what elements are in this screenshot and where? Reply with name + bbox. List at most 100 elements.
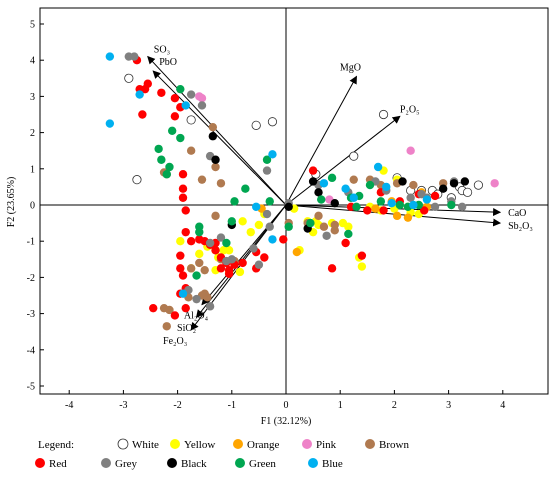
scatter-point-brown [208, 122, 218, 132]
scatter-point-brown [211, 162, 220, 172]
scatter-point-black [211, 155, 220, 164]
scatter-point-black [398, 177, 407, 186]
x-tick-label: 4 [500, 400, 505, 411]
loading-arrow [147, 55, 287, 206]
scatter-point-green [176, 133, 185, 143]
legend-label-red: Red [49, 458, 67, 470]
scatter-point-red [181, 303, 190, 313]
scatter-point-yellow [235, 267, 245, 277]
scatter-point-brown [319, 222, 329, 231]
scatter-point-grey [430, 202, 440, 212]
legend-label-pink: Pink [316, 439, 337, 451]
axes-layer [40, 8, 548, 394]
scatter-point-green [162, 170, 171, 179]
legend-label-grey: Grey [115, 458, 137, 470]
scatter-point-green [344, 229, 353, 239]
legend-marker-yellow [170, 439, 180, 449]
scatter-point-blue [409, 200, 418, 210]
scatter-point-blue [181, 101, 190, 110]
scatter-point-red [176, 264, 185, 273]
loading-label: CaO [508, 208, 526, 219]
scatter-point-white [186, 115, 196, 125]
scatter-point-brown [195, 258, 204, 268]
scatter-point-grey [186, 90, 196, 99]
loading-arrow [285, 75, 357, 206]
scatter-point-yellow [246, 227, 255, 237]
scatter-point-red [181, 227, 190, 237]
scatter-point-red [211, 246, 220, 255]
scatter-point-brown [216, 179, 226, 188]
scatter-point-red [308, 166, 318, 175]
scatter-point-red [363, 206, 372, 215]
scatter-point-red [260, 253, 269, 262]
scatter-point-orange [392, 211, 402, 221]
scatter-point-blue [422, 195, 432, 204]
scatter-point-brown [314, 211, 323, 221]
scatter-point-red [138, 110, 147, 119]
scatter-point-red [224, 269, 234, 278]
scatter-point-red [181, 206, 190, 215]
y-axis-title: F2 (23.65%) [6, 177, 17, 228]
scatter-point-brown [349, 175, 358, 184]
scatter-point-brown [186, 264, 196, 273]
scatter-point-red [279, 235, 288, 244]
scatter-point-yellow [195, 249, 204, 259]
scatter-point-green [352, 202, 361, 212]
scatter-point-white [267, 117, 278, 127]
scatter-point-green [192, 271, 201, 280]
scatter-point-blue [251, 202, 261, 212]
x-tick-label: -2 [173, 400, 181, 411]
scatter-point-brown [200, 265, 209, 275]
scatter-point-blue [373, 162, 383, 172]
legend-marker-green [235, 458, 245, 468]
scatter-point-grey [322, 231, 331, 240]
scatter-point-white [251, 120, 261, 130]
scatter-point-brown [330, 220, 339, 230]
scatter-point-red [178, 193, 188, 202]
scatter-point-white [349, 151, 359, 161]
x-tick-label: -4 [65, 400, 73, 411]
scatter-point-grey [192, 294, 201, 304]
loading-label: SO₃ [154, 45, 170, 56]
scatter-point-yellow [254, 220, 264, 230]
x-tick-label: -3 [119, 400, 127, 411]
scatter-point-black [308, 177, 318, 186]
scatter-point-red [143, 79, 152, 88]
scatter-point-blue [178, 289, 188, 298]
scatter-point-pink [406, 146, 415, 155]
scatter-point-green [365, 180, 375, 190]
loading-arrow [285, 204, 502, 227]
y-tick-label: 1 [30, 164, 35, 175]
x-tick-label: 3 [446, 400, 451, 411]
scatter-point-yellow [176, 237, 185, 246]
scatter-point-white [378, 109, 389, 120]
scatter-point-red [357, 251, 367, 260]
legend-marker-black [167, 458, 177, 468]
scatter-point-pink [197, 94, 207, 103]
scatter-point-black [330, 198, 339, 208]
loading-arrow [201, 204, 287, 306]
legend-marker-grey [101, 458, 111, 468]
legend-marker-red [35, 458, 45, 468]
scatter-point-black [284, 202, 293, 212]
scatter-point-blue [268, 150, 277, 159]
scatter-point-brown [197, 175, 207, 184]
loading-label: PbO [159, 57, 177, 68]
scatter-point-black [208, 132, 218, 141]
scatter-point-yellow [357, 262, 367, 271]
scatter-point-blue [319, 179, 329, 188]
legend-label-blue: Blue [322, 458, 343, 470]
y-tick-label: 0 [30, 201, 35, 212]
scatter-point-green [227, 217, 236, 226]
legend-marker-white [117, 438, 129, 450]
scatter-point-red [157, 88, 166, 97]
scatter-point-green [165, 162, 174, 172]
scatter-point-grey [457, 202, 467, 212]
scatter-point-blue [341, 184, 350, 193]
scatter-point-white [473, 180, 484, 190]
x-tick-label: 1 [338, 400, 343, 411]
x-tick-label: -1 [228, 400, 236, 411]
scatter-point-green [230, 197, 239, 206]
legend-marker-brown [365, 439, 375, 449]
loading-label: MgO [340, 62, 361, 73]
